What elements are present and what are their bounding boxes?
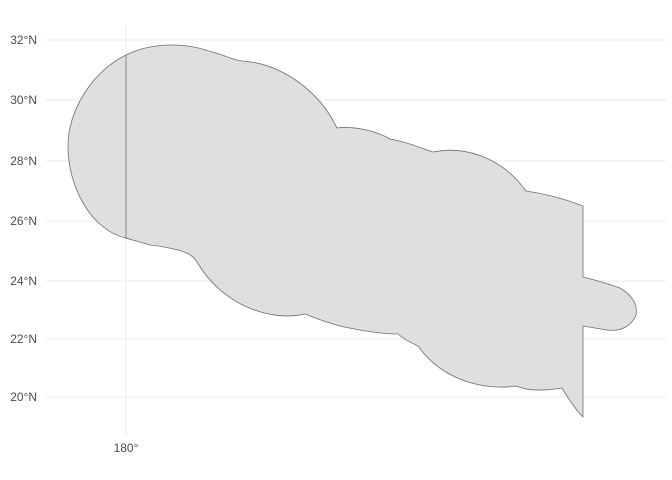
- x-tick-label: 180°: [114, 441, 139, 455]
- y-tick-label: 26°N: [10, 214, 37, 228]
- y-tick-label: 20°N: [10, 390, 37, 404]
- y-axis-labels: 32°N 30°N 28°N 26°N 24°N 22°N 20°N: [10, 33, 37, 404]
- y-tick-label: 30°N: [10, 93, 37, 107]
- buffered-region-polygon: [67, 44, 637, 418]
- y-tick-label: 28°N: [10, 154, 37, 168]
- y-tick-label: 24°N: [10, 274, 37, 288]
- y-tick-label: 22°N: [10, 332, 37, 346]
- x-axis-labels: 180°: [114, 441, 139, 455]
- y-tick-label: 32°N: [10, 33, 37, 47]
